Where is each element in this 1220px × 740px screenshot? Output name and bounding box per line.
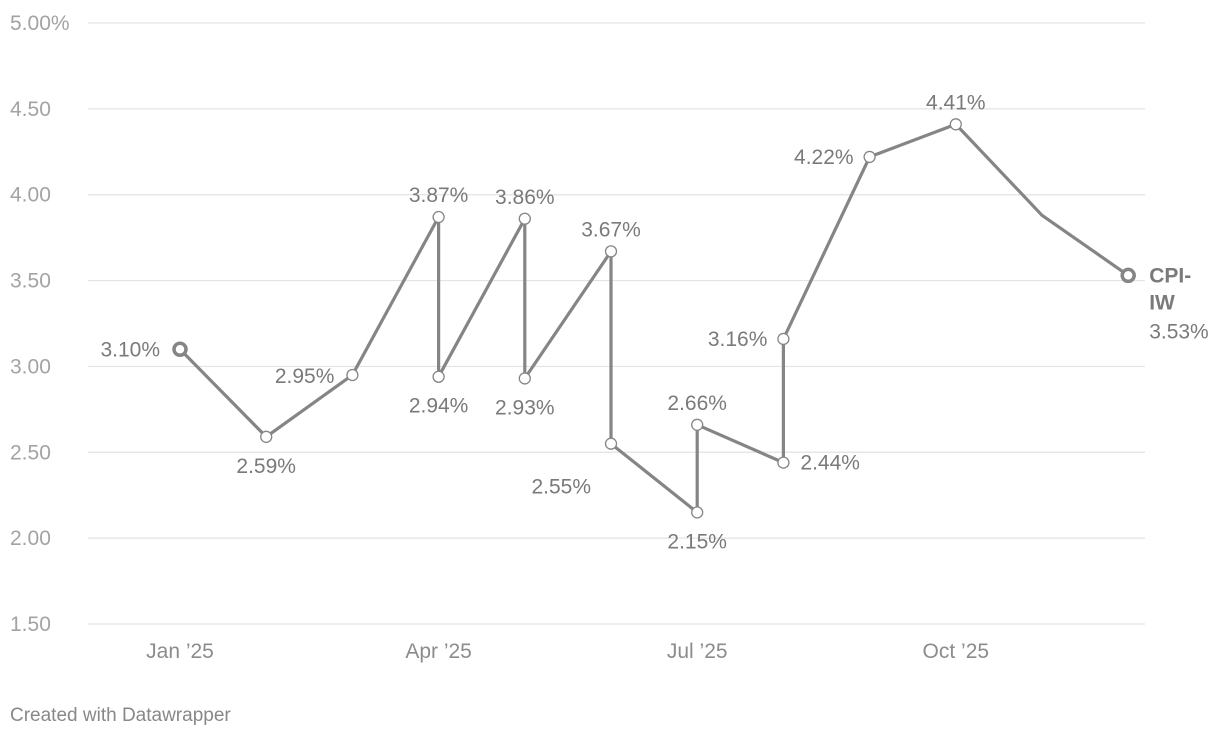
footer-credit: Created with Datawrapper	[10, 705, 231, 726]
y-tick-label: 4.50	[10, 98, 51, 121]
data-point	[518, 212, 531, 225]
data-point	[432, 370, 445, 383]
data-point	[1120, 267, 1136, 284]
data-label: 4.41%	[926, 91, 986, 114]
data-point	[777, 332, 790, 346]
data-point	[604, 437, 618, 450]
series-line	[178, 122, 1130, 515]
y-tick-label: 4.00	[10, 184, 51, 207]
y-tick-label: 2.50	[10, 441, 51, 464]
data-label: 3.10%	[100, 338, 160, 361]
y-tick-label: 2.00	[10, 527, 51, 550]
x-tick-label: Oct ’25	[923, 640, 990, 663]
y-tick-label: 1.50	[10, 613, 51, 636]
y-tick-label: 3.50	[10, 270, 51, 293]
data-label: 2.44%	[800, 452, 860, 475]
data-label: 2.55%	[531, 476, 591, 499]
data-point	[777, 456, 790, 469]
series-name-label: IW	[1149, 291, 1175, 314]
data-label: 2.15%	[667, 530, 727, 553]
x-tick-label: Jan ’25	[146, 640, 214, 663]
x-tick-label: Jul ’25	[667, 640, 728, 663]
series-name-label: CPI-	[1149, 264, 1191, 287]
data-label: 2.93%	[495, 396, 555, 419]
data-point	[604, 245, 618, 258]
data-point	[691, 418, 704, 431]
data-label: 3.87%	[409, 184, 469, 207]
y-tick-label: 3.00	[10, 355, 51, 378]
data-label: 3.86%	[495, 186, 555, 209]
data-point	[518, 372, 531, 385]
data-label: 4.22%	[794, 146, 854, 169]
data-label: 2.94%	[409, 395, 469, 418]
data-label: 2.66%	[667, 392, 727, 415]
x-tick-label: Apr ’25	[405, 640, 472, 663]
data-label: 3.16%	[708, 328, 768, 351]
data-point	[260, 430, 273, 443]
data-label: 2.95%	[275, 365, 335, 388]
data-point	[172, 341, 188, 358]
data-point	[863, 150, 876, 164]
line-chart: 1.50 2.00 2.50 3.00 3.50 4.00 4.50 5.00% Jan ’25…	[10, 12, 1209, 663]
data-label: 2.59%	[236, 455, 296, 478]
data-point	[949, 118, 962, 131]
y-tick-label: 5.00%	[10, 12, 70, 35]
data-point	[691, 506, 704, 519]
data-point	[346, 368, 359, 382]
end-value-label: 3.53%	[1149, 320, 1209, 343]
data-label: 3.67%	[581, 218, 641, 241]
data-point	[432, 210, 445, 224]
